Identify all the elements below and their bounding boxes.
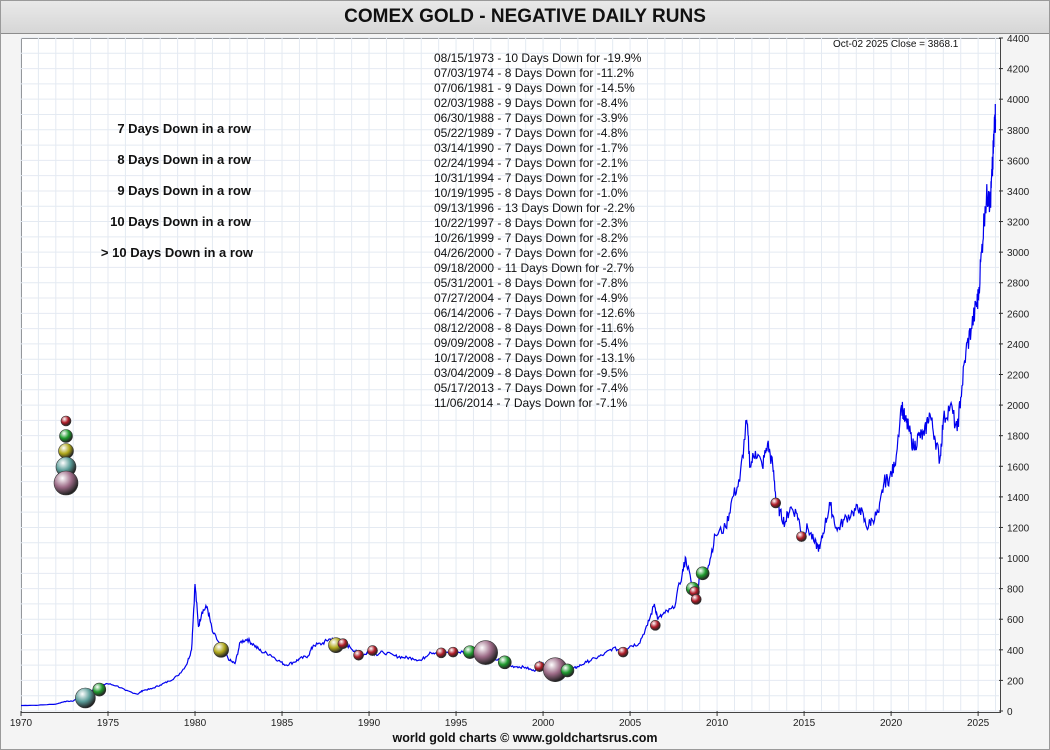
annotation-line: 03/04/2009 - 8 Days Down for -9.5% (434, 366, 629, 380)
annotation-line: 09/09/2008 - 7 Days Down for -5.4% (434, 336, 629, 350)
y-tick-label: 4400 (1007, 34, 1030, 45)
y-tick-label: 3800 (1007, 126, 1030, 137)
legend-label-8: 8 Days Down in a row (117, 152, 251, 167)
annotation-line: 07/06/1981 - 9 Days Down for -14.5% (434, 81, 635, 95)
annotation-line: 05/31/2001 - 8 Days Down for -7.8% (434, 276, 629, 290)
run-marker (617, 646, 629, 658)
annotation-line: 10/22/1997 - 8 Days Down for -2.3% (434, 216, 629, 230)
y-tick-label: 2600 (1007, 309, 1030, 320)
x-tick-label: 2015 (793, 718, 816, 729)
chart-title: COMEX GOLD - NEGATIVE DAILY RUNS (344, 6, 706, 27)
y-tick-label: 3000 (1007, 248, 1030, 259)
annotation-line: 05/17/2013 - 7 Days Down for -7.4% (434, 381, 629, 395)
x-tick-label: 1995 (445, 718, 468, 729)
legend-label-over-10: > 10 Days Down in a row (100, 245, 253, 260)
x-tick-label: 1990 (358, 718, 381, 729)
title-bar: COMEX GOLD - NEGATIVE DAILY RUNS (1, 1, 1049, 34)
annotation-line: 09/18/2000 - 11 Days Down for -2.7% (434, 261, 634, 275)
run-marker (650, 620, 661, 631)
x-tick-label: 1980 (184, 718, 207, 729)
run-marker (690, 594, 702, 605)
annotation-line: 10/17/2008 - 7 Days Down for -13.1% (434, 351, 635, 365)
y-tick-label: 1600 (1007, 462, 1030, 473)
run-marker (435, 647, 447, 659)
x-tick-label: 2010 (706, 718, 729, 729)
y-tick-label: 2400 (1007, 340, 1030, 351)
run-marker (473, 640, 498, 665)
run-marker (695, 566, 710, 581)
run-marker (337, 638, 349, 650)
run-marker (497, 655, 512, 670)
y-tick-label: 3400 (1007, 187, 1030, 198)
legend-label-9: 9 Days Down in a row (117, 183, 251, 198)
y-tick-label: 2200 (1007, 371, 1030, 382)
y-tick-label: 1800 (1007, 432, 1030, 443)
x-tick-label: 2005 (619, 718, 642, 729)
y-tick-label: 4000 (1007, 95, 1030, 106)
annotation-line: 10/31/1994 - 7 Days Down for -2.1% (434, 171, 629, 185)
annotation-line: 08/15/1973 - 10 Days Down for -19.9% (434, 51, 642, 65)
run-marker (92, 682, 107, 697)
annotation-line: 07/03/1974 - 8 Days Down for -11.2% (434, 66, 634, 80)
run-marker (796, 531, 807, 542)
y-tick-label: 0 (1007, 707, 1013, 718)
annotation-line: 05/22/1989 - 7 Days Down for -4.8% (434, 126, 629, 140)
x-tick-label: 2000 (532, 718, 555, 729)
annotation-line: 11/06/2014 - 7 Days Down for -7.1% (434, 396, 628, 410)
x-tick-label: 1975 (97, 718, 120, 729)
legend-label-10: 10 Days Down in a row (110, 214, 251, 229)
y-tick-label: 2800 (1007, 279, 1030, 290)
y-tick-label: 1200 (1007, 523, 1030, 534)
annotation-line: 07/27/2004 - 7 Days Down for -4.9% (434, 291, 629, 305)
y-tick-label: 400 (1007, 646, 1024, 657)
close-info: Oct-02 2025 Close = 3868.1 (833, 39, 959, 50)
x-tick-label: 2020 (880, 718, 903, 729)
run-marker (367, 645, 378, 656)
run-marker (353, 649, 364, 661)
annotation-line: 10/26/1999 - 7 Days Down for -8.2% (434, 231, 629, 245)
legend-marker (53, 470, 79, 496)
run-marker (560, 663, 575, 678)
legend-marker (58, 443, 74, 459)
run-marker (213, 642, 229, 658)
y-tick-label: 2000 (1007, 401, 1030, 412)
annotation-line: 03/14/1990 - 7 Days Down for -1.7% (434, 141, 629, 155)
x-tick-label: 1985 (271, 718, 294, 729)
annotation-line: 06/30/1988 - 7 Days Down for -3.9% (434, 111, 629, 125)
y-tick-label: 200 (1007, 676, 1024, 687)
y-tick-label: 3200 (1007, 218, 1030, 229)
run-marker (75, 687, 96, 709)
legend-marker (60, 415, 72, 427)
y-tick-label: 4200 (1007, 65, 1030, 76)
y-tick-label: 800 (1007, 585, 1024, 596)
annotation-line: 02/03/1988 - 9 Days Down for -8.4% (434, 96, 629, 110)
run-marker (770, 497, 782, 509)
y-tick-label: 1000 (1007, 554, 1030, 565)
annotation-line: 08/12/2008 - 8 Days Down for -11.6% (434, 321, 634, 335)
legend-marker (59, 429, 73, 443)
annotation-line: 09/13/1996 - 13 Days Down for -2.2% (434, 201, 635, 215)
annotation-line: 04/26/2000 - 7 Days Down for -2.6% (434, 246, 629, 260)
x-tick-label: 1970 (10, 718, 33, 729)
y-tick-label: 600 (1007, 615, 1024, 626)
annotation-line: 10/19/1995 - 8 Days Down for -1.0% (434, 186, 629, 200)
footer-credit: world gold charts © www.goldchartsrus.co… (392, 731, 658, 745)
annotation-line: 06/14/2006 - 7 Days Down for -12.6% (434, 306, 635, 320)
legend-label-7: 7 Days Down in a row (117, 121, 251, 136)
y-tick-label: 3600 (1007, 156, 1030, 167)
y-tick-label: 1400 (1007, 493, 1030, 504)
annotation-line: 02/24/1994 - 7 Days Down for -2.1% (434, 156, 629, 170)
x-tick-label: 2025 (967, 718, 990, 729)
run-marker (447, 646, 459, 658)
price-series-line (21, 103, 997, 707)
